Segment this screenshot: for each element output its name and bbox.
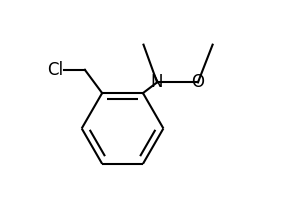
Text: N: N <box>151 73 163 91</box>
Text: O: O <box>191 73 204 91</box>
Text: Cl: Cl <box>47 61 64 79</box>
